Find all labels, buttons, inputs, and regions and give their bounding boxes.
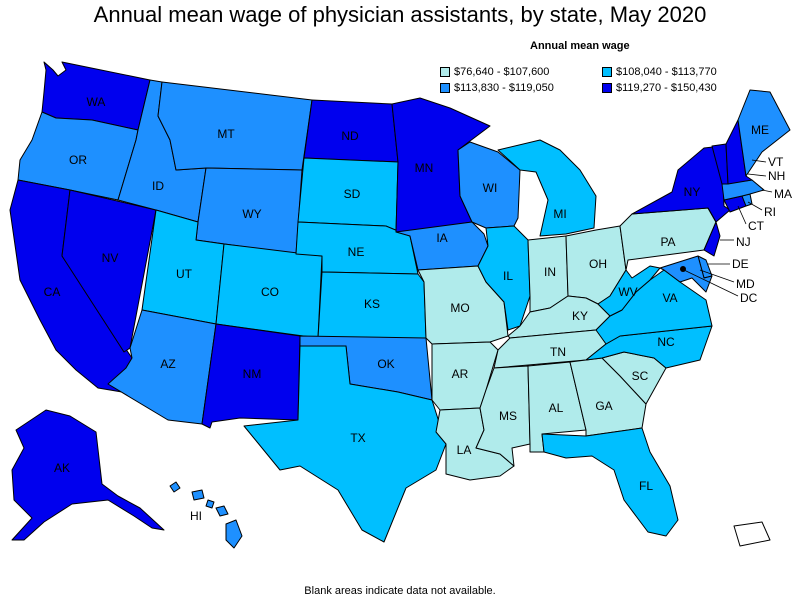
state-label: OR [69,153,87,167]
state-label: KS [364,297,380,311]
state-label: MI [553,207,566,221]
state-TX[interactable] [243,345,447,543]
state-label: LA [457,443,472,457]
state-label: AR [452,367,469,381]
state-FL[interactable] [541,427,679,537]
state-label: FL [639,479,653,493]
legend-swatch [602,83,612,93]
state-label: MS [499,409,517,423]
state-label: IN [544,265,556,279]
state-label: ID [152,179,164,193]
state-PR[interactable] [733,521,771,547]
legend-label: $76,640 - $107,600 [454,66,550,78]
state-MI[interactable] [497,139,597,237]
legend-swatch [440,67,450,77]
state-label: MO [450,301,469,315]
state-label: WA [87,95,106,109]
state-label: PA [660,235,675,249]
state-NH[interactable] [725,119,753,185]
state-label: VT [768,155,784,169]
state-NJ[interactable] [703,207,721,257]
legend-label: $113,830 - $119,050 [454,82,554,94]
state-label: NM [243,367,262,381]
state-label: WY [242,207,261,221]
state-label: MA [774,187,792,201]
legend-title: Annual mean wage [530,40,630,52]
state-label: AZ [160,357,175,371]
state-label: NC [657,335,675,349]
state-label: WV [618,285,637,299]
legend-item: $108,040 - $113,770 [602,66,717,78]
state-label: MD [736,277,755,291]
state-label: GA [595,399,612,413]
state-label: OH [589,257,607,271]
state-label: DE [732,257,749,271]
state-AK[interactable] [11,409,165,541]
state-label: CA [44,285,61,299]
state-label: DC [740,291,758,305]
state-MT[interactable] [157,81,313,171]
footnote: Blank areas indicate data not available. [304,585,496,597]
state-label: KY [572,309,588,323]
state-label: TN [550,345,566,359]
state-label: IL [503,269,513,283]
state-label: MN [415,161,434,175]
state-label: ME [751,123,769,137]
state-label: NJ [736,235,751,249]
state-IL[interactable] [477,225,531,331]
state-label: NY [684,185,701,199]
map-title: Annual mean wage of physician assistants… [93,2,707,27]
state-label: TX [350,431,365,445]
legend-label: $119,270 - $150,430 [616,82,717,94]
state-label: SC [632,369,649,383]
legend-label: $108,040 - $113,770 [616,66,717,78]
legend-item: $119,270 - $150,430 [602,82,717,94]
state-label: NE [348,245,365,259]
legend-swatch [440,83,450,93]
state-label: ND [341,129,359,143]
state-label: RI [764,205,776,219]
state-label: MT [217,127,235,141]
state-label: OK [377,357,394,371]
state-label: AL [549,401,564,415]
state-label: VA [662,291,677,305]
state-label: SD [344,187,361,201]
state-label: AK [54,461,70,475]
state-label: CT [748,219,765,233]
state-label: CO [261,285,279,299]
state-HI[interactable] [169,481,243,549]
state-ME[interactable] [737,89,791,177]
state-MD[interactable] [659,255,713,293]
state-label: HI [190,509,202,523]
legend-item: $76,640 - $107,600 [440,66,549,78]
dc-marker [680,266,686,272]
state-label: NV [102,251,119,265]
legend-swatch [602,67,612,77]
state-label: IA [436,231,447,245]
state-label: WI [483,181,498,195]
state-label: NH [768,169,785,183]
state-WI[interactable] [457,141,521,229]
state-label: UT [176,267,193,281]
legend-item: $113,830 - $119,050 [440,82,554,94]
